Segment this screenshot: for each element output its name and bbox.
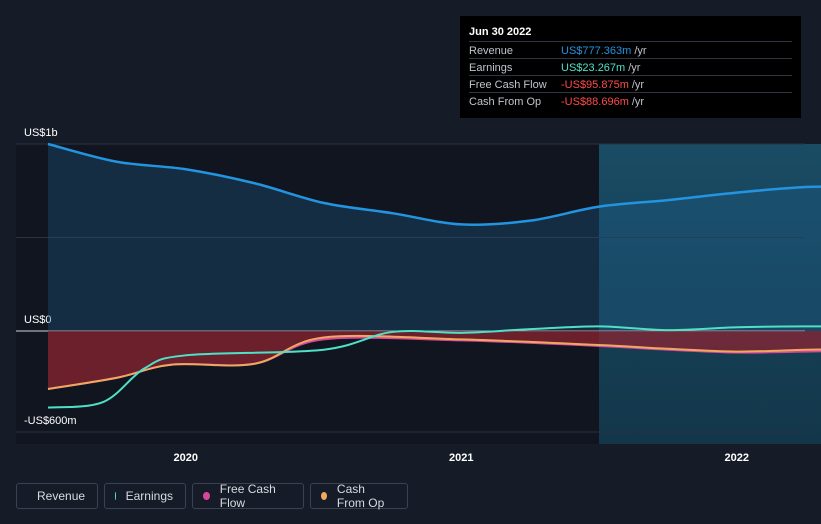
x-tick-label: 2022 <box>725 452 749 464</box>
tooltip-label: Revenue <box>469 45 514 57</box>
tooltip-value: -US$88.696m <box>561 96 629 108</box>
tooltip-value: -US$95.875m <box>561 79 629 91</box>
earnings-line <box>47 325 821 409</box>
y-tick-label: -US$600m <box>24 415 77 427</box>
legend-item-earnings[interactable]: Earnings <box>104 483 186 509</box>
legend-label: Revenue <box>37 489 86 503</box>
tooltip-unit: /yr <box>631 79 645 91</box>
tooltip-unit: /yr <box>634 45 647 57</box>
highlight-band <box>599 144 821 444</box>
legend-label: Free Cash Flow <box>219 482 276 510</box>
legend-dot <box>203 492 210 500</box>
tooltip-label: Cash From Op <box>469 96 542 108</box>
legend-item-free-cash-flow[interactable]: Free Cash Flow <box>192 482 304 510</box>
y-tick-label: US$1b <box>24 127 58 139</box>
tooltip-row-revenue: Revenue US$777.363m/yr <box>469 41 792 59</box>
legend-label: Cash From Op <box>336 482 385 510</box>
tooltip-label: Earnings <box>469 62 513 74</box>
legend-dot <box>115 492 116 500</box>
tooltip-row-cash-from-op: Cash From Op -US$88.696m/yr <box>469 92 792 110</box>
tooltip-label: Free Cash Flow <box>469 79 547 91</box>
cash-from-op-line <box>47 334 821 390</box>
legend: Revenue Earnings Free Cash Flow Cash Fro… <box>16 482 408 511</box>
tooltip-unit: /yr <box>628 62 641 74</box>
x-tick-label: 2020 <box>174 452 198 464</box>
tooltip-row-free-cash-flow: Free Cash Flow -US$95.875m/yr <box>469 75 792 93</box>
tooltip-value: US$777.363m <box>561 45 632 57</box>
tooltip-row-earnings: Earnings US$23.267m/yr <box>469 58 792 76</box>
x-tick-label: 2021 <box>449 452 473 464</box>
revenue-line <box>47 142 821 227</box>
legend-dot <box>321 492 327 500</box>
revenue-area <box>48 144 821 331</box>
y-tick-label: US$0 <box>24 314 52 326</box>
tooltip: Jun 30 2022 Revenue US$777.363m/yr Earni… <box>460 16 801 118</box>
tooltip-value: US$23.267m <box>561 62 626 74</box>
cash-flow-area <box>48 331 821 389</box>
tooltip-unit: /yr <box>631 96 645 108</box>
legend-item-cash-from-op[interactable]: Cash From Op <box>310 482 408 510</box>
legend-item-revenue[interactable]: Revenue <box>16 483 98 509</box>
legend-label: Earnings <box>125 489 173 503</box>
tooltip-date: Jun 30 2022 <box>469 26 532 38</box>
